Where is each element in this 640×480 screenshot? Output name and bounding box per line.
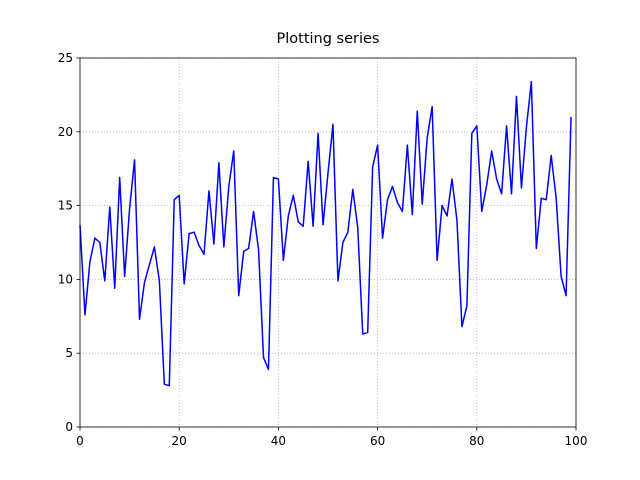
x-tick-label: 20 xyxy=(172,434,187,448)
y-tick-label: 25 xyxy=(58,51,73,65)
chart-title: Plotting series xyxy=(277,31,380,47)
x-tick-label: 40 xyxy=(271,434,286,448)
y-tick-label: 0 xyxy=(65,420,73,434)
x-tick-label: 60 xyxy=(370,434,385,448)
x-tick-label: 80 xyxy=(469,434,484,448)
y-tick-label: 5 xyxy=(65,346,73,360)
y-tick-label: 20 xyxy=(58,125,73,139)
x-tick-label: 0 xyxy=(76,434,84,448)
data-line xyxy=(79,80,572,387)
y-tick-label: 10 xyxy=(58,272,73,286)
y-tick-label: 15 xyxy=(58,199,73,213)
axes-frame xyxy=(79,57,577,428)
x-tick-label: 100 xyxy=(565,434,588,448)
